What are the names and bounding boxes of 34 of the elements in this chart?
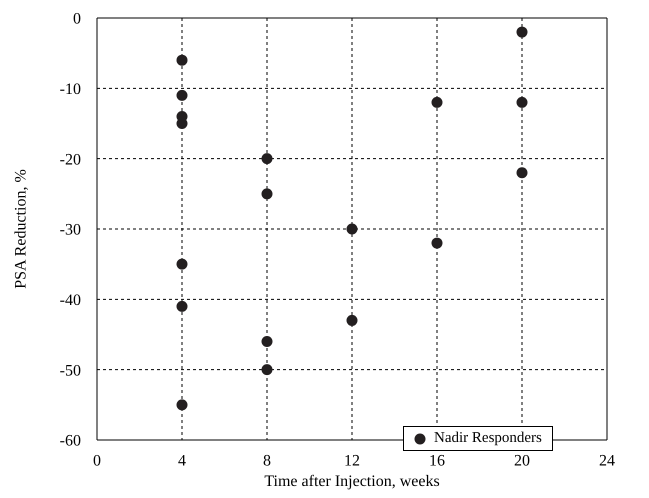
x-tick-label: 8	[263, 452, 271, 470]
point	[432, 238, 442, 249]
point	[176, 258, 188, 270]
point	[176, 399, 188, 410]
y-tick-label: 0	[73, 10, 81, 28]
point	[346, 224, 358, 234]
point	[516, 167, 528, 178]
x-tick-label: 4	[178, 452, 186, 470]
point	[176, 54, 188, 66]
y-tick-label: -60	[60, 432, 81, 450]
point	[262, 364, 272, 376]
x-tick-label: 0	[93, 452, 101, 470]
point	[432, 96, 442, 108]
legend-label: Nadir Responders	[434, 430, 542, 447]
y-tick-label: -20	[60, 151, 81, 168]
point	[176, 118, 188, 129]
x-axis-title: Time after Injection, weeks	[264, 473, 440, 490]
x-tick-label: 20	[514, 452, 530, 470]
point	[346, 314, 358, 326]
x-tick-label: 16	[429, 452, 445, 470]
point	[176, 300, 188, 312]
y-tick-label: -30	[60, 222, 81, 239]
point	[176, 90, 188, 101]
y-tick-label: -10	[60, 81, 81, 98]
point	[262, 336, 272, 348]
y-tick-label: -40	[60, 292, 81, 310]
y-axis-title: PSA Reduction, %	[12, 169, 30, 289]
point	[516, 26, 528, 38]
point	[262, 188, 272, 200]
y-tick-label: -50	[60, 362, 81, 380]
point	[516, 96, 528, 108]
x-tick-label: 12	[344, 452, 360, 470]
point	[262, 153, 272, 164]
x-tick-label: 24	[599, 452, 615, 470]
